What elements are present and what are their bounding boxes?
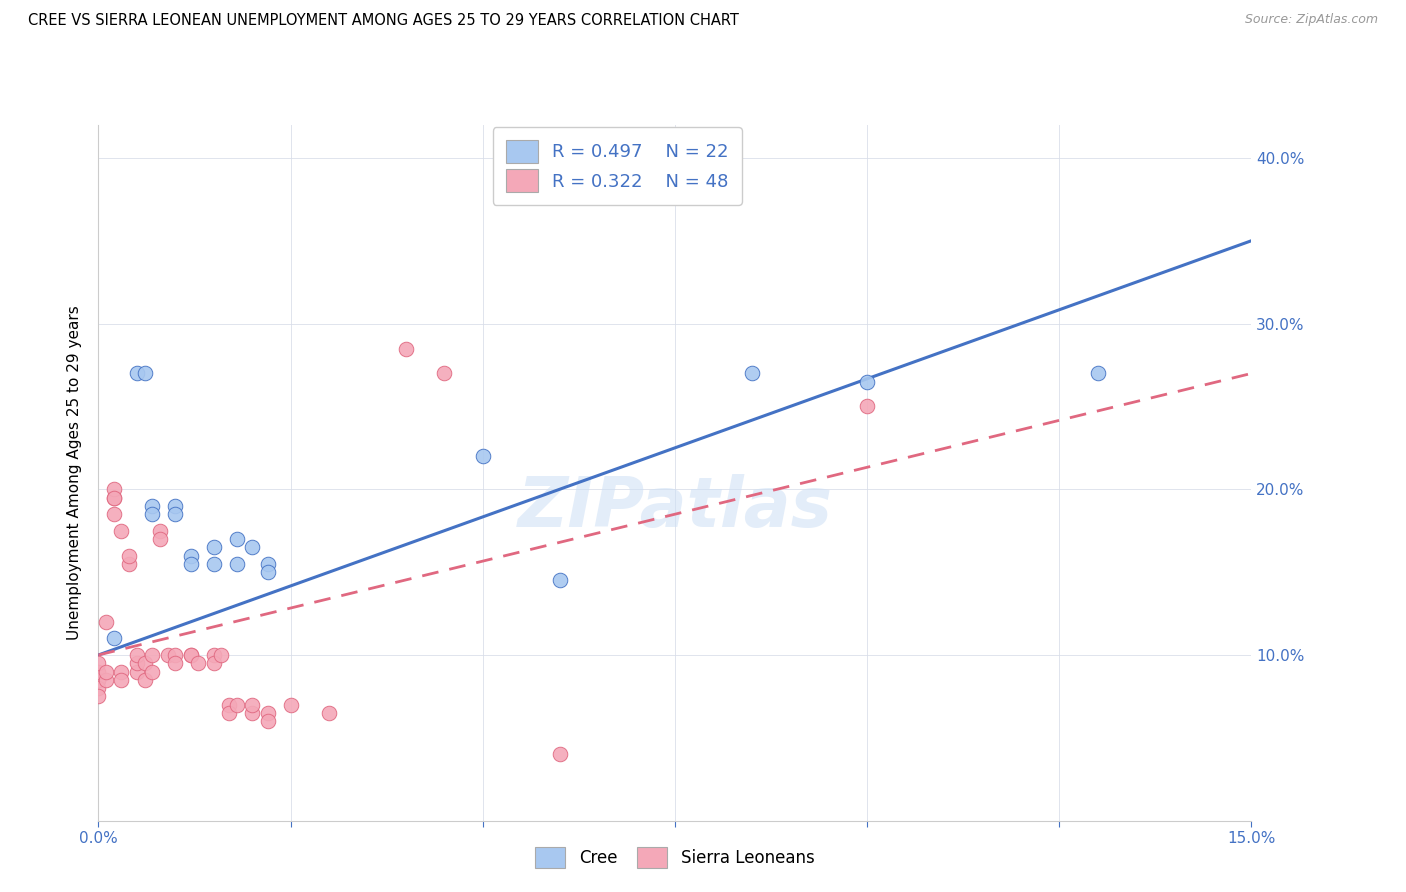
Point <box>218 698 240 712</box>
Point <box>240 541 263 555</box>
Point <box>94 673 117 687</box>
Point <box>202 541 225 555</box>
Point <box>125 657 148 671</box>
Point <box>165 648 187 662</box>
Point <box>125 648 148 662</box>
Point <box>256 714 278 729</box>
Point <box>87 673 110 687</box>
Point <box>141 507 163 521</box>
Point <box>548 747 571 762</box>
Point <box>87 681 110 695</box>
Point <box>125 367 148 381</box>
Point <box>165 499 187 513</box>
Point <box>256 706 278 720</box>
Point <box>134 657 156 671</box>
Point <box>209 648 232 662</box>
Point <box>180 648 202 662</box>
Point <box>118 557 141 571</box>
Point <box>165 657 187 671</box>
Point <box>156 648 179 662</box>
Point <box>471 449 494 463</box>
Point <box>1087 367 1109 381</box>
Point <box>87 657 110 671</box>
Point <box>103 491 125 505</box>
Point <box>149 524 172 538</box>
Point <box>87 665 110 679</box>
Point <box>225 557 247 571</box>
Point <box>240 706 263 720</box>
Point <box>141 499 163 513</box>
Point <box>180 557 202 571</box>
Point <box>103 507 125 521</box>
Point <box>318 706 340 720</box>
Point <box>141 648 163 662</box>
Point <box>240 698 263 712</box>
Point <box>256 557 278 571</box>
Point <box>202 657 225 671</box>
Point <box>856 400 879 414</box>
Point <box>110 665 132 679</box>
Point <box>165 507 187 521</box>
Point <box>87 673 110 687</box>
Point <box>225 532 247 546</box>
Point <box>225 698 247 712</box>
Point <box>103 483 125 497</box>
Point <box>94 665 117 679</box>
Text: CREE VS SIERRA LEONEAN UNEMPLOYMENT AMONG AGES 25 TO 29 YEARS CORRELATION CHART: CREE VS SIERRA LEONEAN UNEMPLOYMENT AMON… <box>28 13 740 29</box>
Point <box>202 557 225 571</box>
Point <box>110 673 132 687</box>
Text: ZIPatlas: ZIPatlas <box>517 474 832 541</box>
Point <box>103 632 125 646</box>
Point <box>218 706 240 720</box>
Point <box>202 648 225 662</box>
Point <box>180 549 202 563</box>
Point <box>141 665 163 679</box>
Point <box>149 532 172 546</box>
Point <box>103 491 125 505</box>
Point <box>548 574 571 588</box>
Point <box>280 698 302 712</box>
Point <box>134 367 156 381</box>
Point <box>87 690 110 704</box>
Text: Source: ZipAtlas.com: Source: ZipAtlas.com <box>1244 13 1378 27</box>
Point <box>180 648 202 662</box>
Point <box>94 615 117 629</box>
Point <box>433 367 456 381</box>
Y-axis label: Unemployment Among Ages 25 to 29 years: Unemployment Among Ages 25 to 29 years <box>67 305 83 640</box>
Legend: Cree, Sierra Leoneans: Cree, Sierra Leoneans <box>529 840 821 875</box>
Point <box>187 657 209 671</box>
Point <box>741 367 763 381</box>
Point <box>118 549 141 563</box>
Point <box>856 375 879 389</box>
Point <box>395 342 418 356</box>
Point <box>110 524 132 538</box>
Point <box>134 673 156 687</box>
Point <box>125 665 148 679</box>
Point <box>256 565 278 579</box>
